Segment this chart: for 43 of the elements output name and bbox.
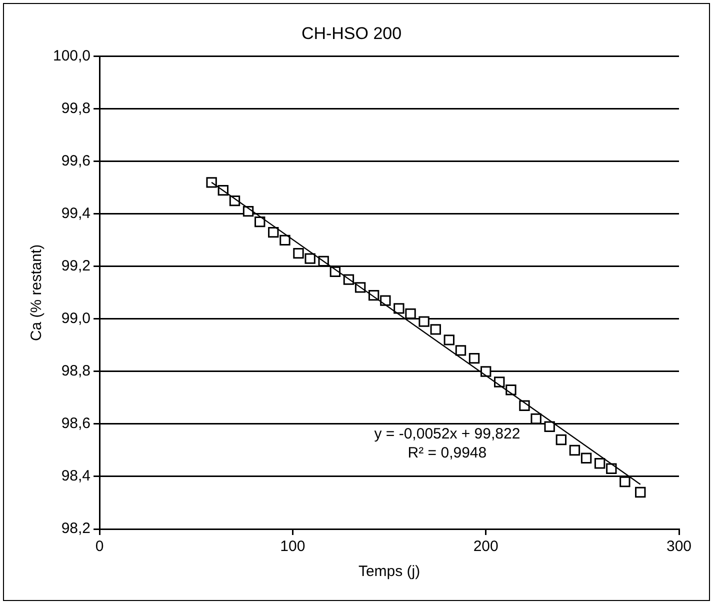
- point: [293, 248, 304, 259]
- point: [280, 234, 290, 246]
- x-tick-label: 300: [666, 538, 692, 556]
- point: [430, 324, 441, 335]
- point: [480, 366, 492, 377]
- annotation: R² = 0,9948: [408, 444, 487, 462]
- point: [418, 316, 430, 327]
- chart-title: CH-HSO 200: [301, 24, 402, 43]
- point: [580, 452, 592, 464]
- x-axis-title: Temps (j): [358, 563, 420, 580]
- y-tick-label: 99,6: [61, 152, 91, 170]
- y-tick-label: 98,8: [61, 362, 91, 380]
- point: [254, 216, 266, 228]
- point: [304, 253, 316, 264]
- point: [556, 434, 567, 446]
- y-tick-label: 98,2: [61, 520, 91, 538]
- point: [405, 308, 416, 320]
- annotation: y = -0,0052x + 99,822: [374, 426, 520, 443]
- x-tick-label: 200: [473, 538, 498, 556]
- y-axis-title: Ca (% restant): [28, 244, 46, 342]
- point: [594, 458, 606, 469]
- y-tick-label: 100,0: [52, 48, 91, 65]
- point: [268, 226, 279, 238]
- point: [394, 303, 404, 314]
- point: [620, 476, 630, 488]
- y-tick-label: 99,8: [61, 100, 91, 118]
- y-tick-label: 98,4: [61, 468, 91, 485]
- x-tick-label: 100: [280, 538, 306, 556]
- point: [206, 177, 217, 188]
- point: [635, 486, 646, 498]
- y-tick-label: 98,6: [61, 415, 91, 432]
- point: [380, 295, 391, 306]
- y-tick-label: 99,0: [61, 310, 91, 328]
- y-tick-label: 99,2: [61, 258, 91, 275]
- point: [444, 334, 454, 346]
- point: [455, 345, 466, 356]
- y-tick-label: 99,4: [61, 205, 91, 222]
- point: [606, 463, 617, 474]
- x-tick-label: 0: [95, 538, 104, 556]
- point: [569, 444, 580, 456]
- point: [468, 352, 480, 364]
- point: [530, 413, 542, 424]
- point: [544, 421, 555, 432]
